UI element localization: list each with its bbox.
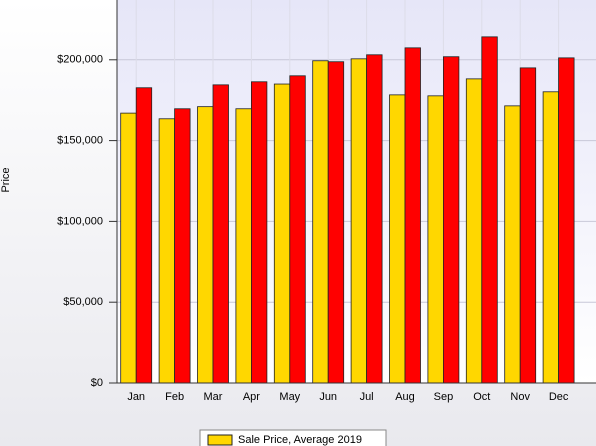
bar bbox=[404, 47, 421, 384]
bar bbox=[135, 87, 153, 384]
bar bbox=[427, 95, 444, 384]
bar bbox=[212, 84, 229, 384]
bar bbox=[366, 54, 383, 384]
legend-swatch bbox=[207, 434, 233, 446]
bar bbox=[289, 75, 306, 384]
x-tick-label: Jun bbox=[319, 391, 337, 403]
bar bbox=[312, 60, 329, 384]
legend-box bbox=[199, 429, 387, 446]
bar bbox=[504, 105, 521, 384]
bar bbox=[558, 57, 575, 384]
bar bbox=[158, 118, 176, 384]
x-tick-label: Mar bbox=[204, 391, 223, 403]
bar bbox=[120, 112, 137, 384]
x-tick-label: Nov bbox=[510, 391, 530, 403]
x-tick-label: May bbox=[279, 391, 300, 403]
bar bbox=[327, 61, 345, 384]
y-tick-label: $150,000 bbox=[57, 135, 103, 147]
x-tick-label: Dec bbox=[549, 391, 569, 403]
bar bbox=[481, 36, 498, 384]
y-tick-label: $0 bbox=[91, 377, 103, 389]
bar bbox=[174, 108, 191, 384]
x-tick-label: Aug bbox=[395, 391, 415, 403]
x-tick-label: Apr bbox=[243, 391, 260, 403]
bar bbox=[542, 91, 559, 384]
y-tick-label: $100,000 bbox=[57, 215, 103, 227]
x-tick-label: Sep bbox=[434, 391, 454, 403]
y-tick-label: $50,000 bbox=[63, 296, 103, 308]
bar bbox=[273, 83, 291, 384]
bar bbox=[442, 56, 460, 384]
x-tick-label: Feb bbox=[165, 391, 184, 403]
bar bbox=[350, 58, 368, 384]
x-tick-label: Oct bbox=[473, 391, 490, 403]
bar bbox=[465, 78, 483, 384]
legend-label: Sale Price, Average 2019 bbox=[238, 434, 362, 446]
bar bbox=[235, 108, 252, 384]
bar bbox=[250, 81, 268, 384]
y-tick-label: $200,000 bbox=[57, 54, 103, 66]
bar bbox=[389, 94, 406, 384]
x-tick-label: Jan bbox=[127, 391, 145, 403]
x-tick-label: Jul bbox=[360, 391, 374, 403]
bar bbox=[197, 106, 214, 384]
y-axis-label: Price bbox=[0, 167, 12, 192]
bar bbox=[519, 67, 537, 384]
